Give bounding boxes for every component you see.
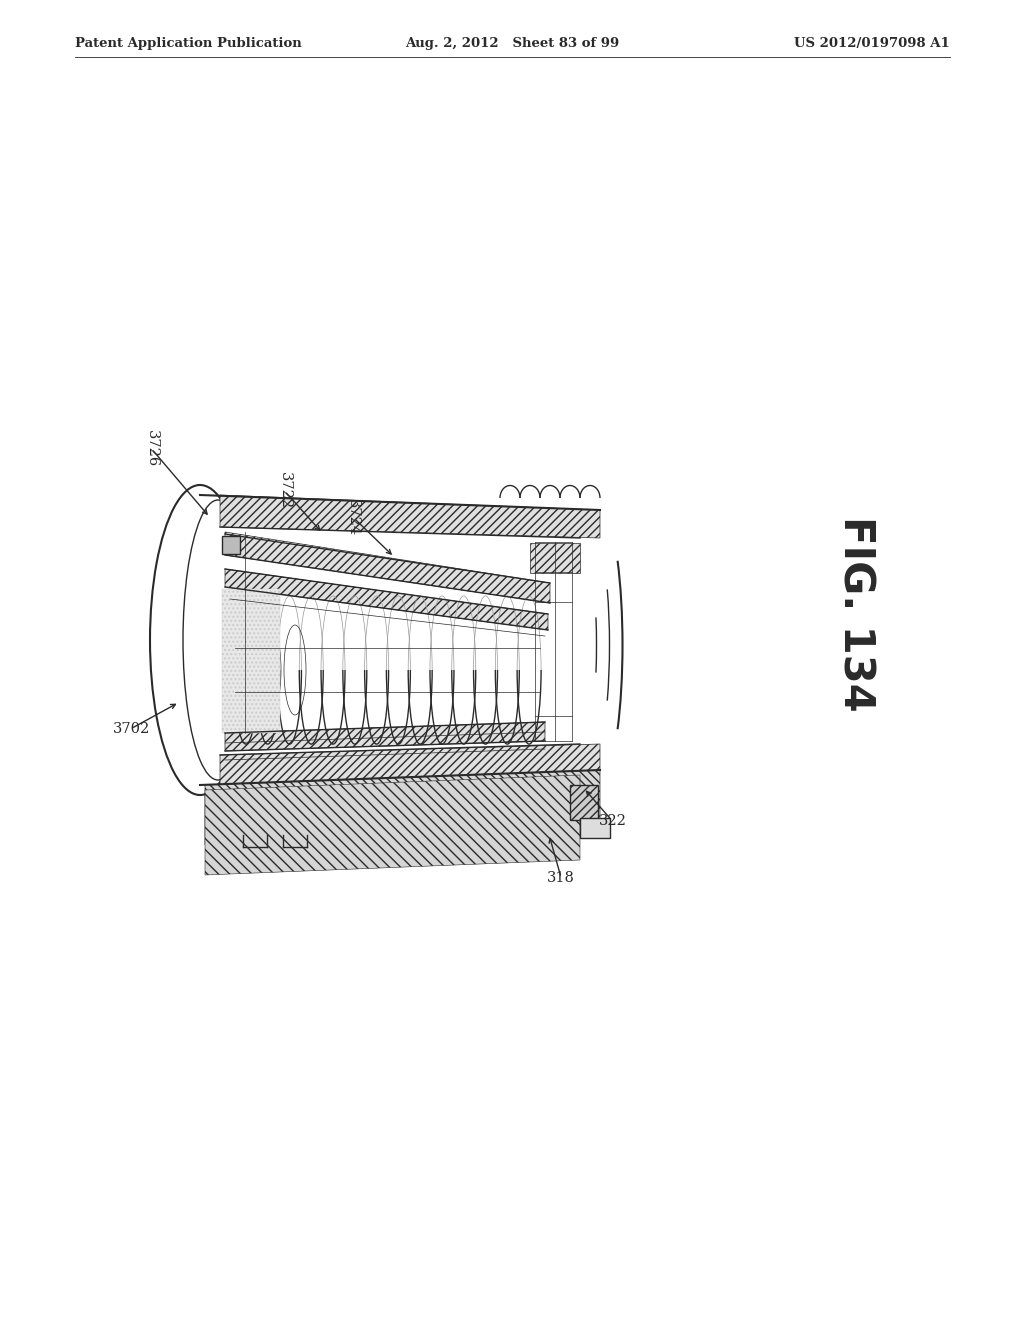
FancyBboxPatch shape xyxy=(222,536,240,554)
Text: 3702: 3702 xyxy=(113,722,150,735)
Polygon shape xyxy=(205,775,580,875)
Text: 318: 318 xyxy=(547,871,575,884)
Text: Aug. 2, 2012   Sheet 83 of 99: Aug. 2, 2012 Sheet 83 of 99 xyxy=(404,37,620,50)
Polygon shape xyxy=(205,770,600,845)
FancyBboxPatch shape xyxy=(570,785,598,820)
Text: 322: 322 xyxy=(598,814,627,828)
Text: FIG. 134: FIG. 134 xyxy=(834,516,877,711)
Text: 3724: 3724 xyxy=(346,499,360,536)
Polygon shape xyxy=(225,569,548,630)
Polygon shape xyxy=(220,744,600,785)
Text: 3726: 3726 xyxy=(144,430,159,467)
Text: Patent Application Publication: Patent Application Publication xyxy=(75,37,302,50)
Polygon shape xyxy=(225,722,545,751)
Polygon shape xyxy=(222,589,280,733)
Polygon shape xyxy=(225,532,550,603)
Polygon shape xyxy=(530,543,580,573)
Text: US 2012/0197098 A1: US 2012/0197098 A1 xyxy=(795,37,950,50)
FancyBboxPatch shape xyxy=(580,818,610,838)
Polygon shape xyxy=(220,495,600,539)
Text: 3722: 3722 xyxy=(278,473,292,510)
